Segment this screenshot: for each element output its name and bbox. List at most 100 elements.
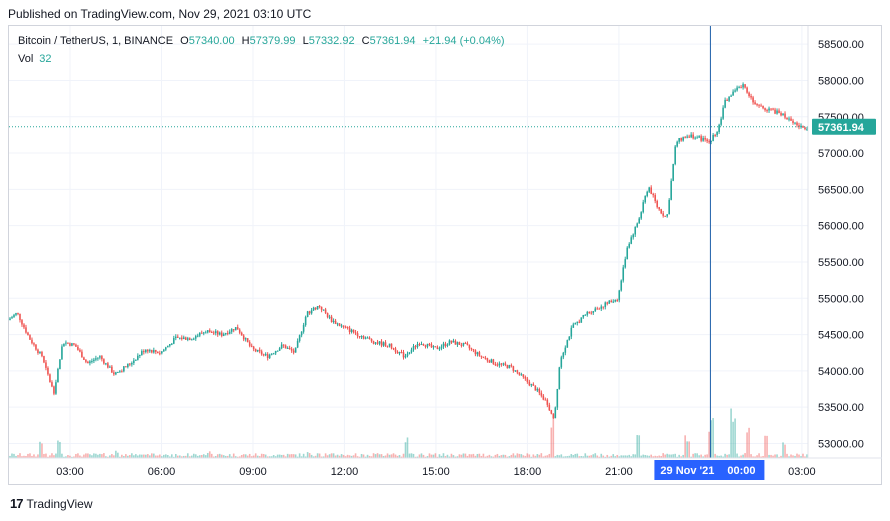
volume-bar bbox=[428, 453, 431, 458]
volume-bar bbox=[664, 454, 666, 458]
volume-bar bbox=[614, 456, 617, 458]
candle-body bbox=[784, 113, 786, 118]
candle-body bbox=[286, 347, 289, 349]
candle-body bbox=[450, 340, 453, 343]
volume-bar bbox=[386, 453, 389, 458]
candle-body bbox=[202, 332, 205, 334]
volume-bar bbox=[634, 454, 637, 458]
candle-body bbox=[184, 337, 187, 340]
volume-bar bbox=[786, 453, 788, 458]
candle-body bbox=[210, 331, 213, 333]
volume-bar bbox=[105, 456, 107, 458]
volume-bar bbox=[300, 456, 303, 458]
volume-bar bbox=[612, 454, 615, 458]
candle-body bbox=[284, 345, 287, 349]
volume-bar bbox=[394, 454, 397, 458]
candle-body bbox=[606, 302, 609, 304]
candle-body bbox=[294, 347, 297, 353]
candle-body bbox=[326, 312, 329, 318]
candle-body bbox=[266, 354, 269, 359]
candle-body bbox=[432, 346, 435, 348]
candle-body bbox=[734, 90, 736, 92]
volume-bar bbox=[474, 455, 477, 458]
candle-body bbox=[167, 345, 169, 348]
chart-frame[interactable] bbox=[8, 25, 882, 485]
volume-bar bbox=[344, 456, 347, 458]
candle-body bbox=[292, 350, 295, 353]
volume-bar bbox=[55, 453, 57, 458]
volume-bar bbox=[220, 454, 223, 458]
candle-body bbox=[478, 352, 481, 356]
candle-body bbox=[546, 399, 549, 405]
candle-body bbox=[133, 360, 135, 364]
volume-bar bbox=[121, 454, 123, 458]
volume-bar bbox=[342, 454, 345, 458]
volume-bar bbox=[326, 455, 329, 458]
candle-body bbox=[548, 404, 551, 411]
candle-body bbox=[582, 314, 585, 318]
candle-body bbox=[242, 335, 245, 340]
candle-body bbox=[584, 314, 587, 316]
candle-body bbox=[526, 378, 529, 382]
volume-label: Vol bbox=[18, 53, 34, 65]
high-value: 57379.99 bbox=[249, 35, 296, 47]
candle-body bbox=[372, 341, 375, 344]
volume-bar bbox=[272, 455, 275, 458]
volume-bar bbox=[63, 456, 65, 458]
volume-bar bbox=[616, 454, 619, 458]
volume-bar bbox=[794, 455, 796, 458]
volume-bar bbox=[151, 453, 153, 458]
candle-body bbox=[424, 345, 427, 347]
volume-bar bbox=[598, 456, 601, 458]
candle-body bbox=[542, 395, 545, 400]
volume-bar bbox=[534, 455, 537, 458]
candle-body bbox=[127, 363, 129, 368]
volume-bar bbox=[544, 455, 547, 458]
volume-bar bbox=[336, 454, 339, 458]
volume-bar bbox=[724, 453, 726, 458]
candle-body bbox=[238, 329, 241, 333]
volume-bar bbox=[184, 455, 187, 458]
low-label: L bbox=[302, 35, 309, 47]
volume-bar bbox=[129, 454, 131, 458]
candle-body bbox=[544, 399, 547, 401]
volume-bar bbox=[550, 427, 553, 458]
tradingview-logo[interactable]: 17 TradingView bbox=[10, 496, 93, 511]
y-tick-label: 55000.00 bbox=[818, 293, 864, 305]
candle-body bbox=[186, 338, 189, 340]
candle-body bbox=[444, 343, 447, 346]
candle-body bbox=[750, 95, 752, 98]
candle-body bbox=[670, 180, 672, 200]
candle-body bbox=[89, 361, 91, 364]
candle-body bbox=[770, 108, 772, 110]
candle-body bbox=[220, 332, 223, 336]
candle-body bbox=[498, 363, 501, 366]
candle-body bbox=[686, 136, 688, 138]
candle-body bbox=[654, 195, 656, 201]
candle-body bbox=[648, 187, 650, 192]
candle-body bbox=[404, 355, 407, 358]
volume-bar bbox=[81, 456, 83, 458]
volume-bar bbox=[180, 456, 183, 458]
candle-body bbox=[174, 336, 177, 339]
candle-body bbox=[618, 290, 621, 301]
candle-body bbox=[113, 372, 115, 375]
volume-bar bbox=[75, 453, 77, 458]
volume-bar bbox=[566, 456, 569, 458]
volume-bar bbox=[716, 455, 718, 458]
candle-body bbox=[680, 138, 682, 141]
volume-bar bbox=[618, 456, 621, 458]
volume-bar bbox=[570, 454, 573, 458]
volume-bar bbox=[149, 455, 151, 458]
volume-bar bbox=[284, 456, 287, 458]
candle-body bbox=[510, 365, 513, 367]
candle-body bbox=[346, 327, 349, 329]
volume-bar bbox=[546, 455, 549, 458]
volume-bar bbox=[440, 455, 443, 458]
volume-bar bbox=[678, 454, 680, 458]
volume-bar bbox=[318, 453, 321, 458]
candle-body bbox=[764, 108, 766, 111]
volume-bar bbox=[662, 453, 664, 458]
volume-bar bbox=[115, 450, 117, 458]
